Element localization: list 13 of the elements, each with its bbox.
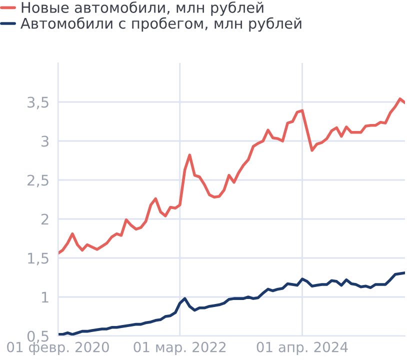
x-tick-label: 01 мар. 2022 — [134, 342, 226, 355]
y-tick-label: 2,5 — [28, 174, 48, 188]
y-tick-label: 1,5 — [28, 252, 48, 266]
y-tick-label: 3 — [42, 136, 48, 147]
x-tick-label: 01 апр. 2024 — [256, 342, 348, 355]
y-tick-label: 2 — [41, 214, 48, 225]
x-tick-label: 01 февр. 2020 — [7, 342, 109, 355]
y-tick-label: 3,5 — [28, 96, 48, 110]
y-tick-label: 0,5 — [27, 330, 48, 344]
legend-label: Автомобили с пробегом, млн рублей — [20, 17, 302, 32]
y-tick-label: 1 — [42, 292, 48, 303]
legend-label: Новые автомобили, млн рублей — [22, 1, 264, 16]
line-series — [58, 97, 405, 255]
